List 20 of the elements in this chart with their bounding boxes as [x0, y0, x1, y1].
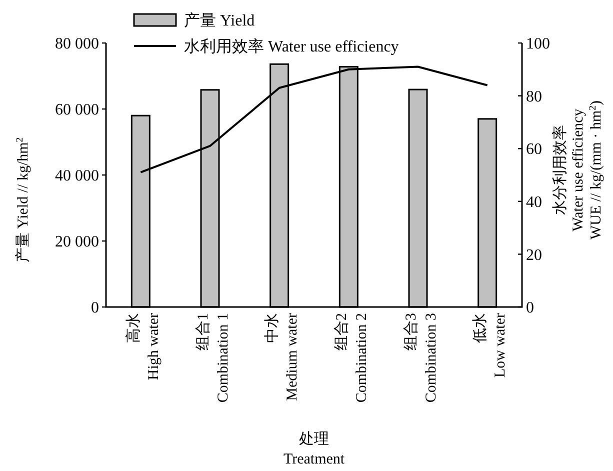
y2-tick-label: 60	[526, 141, 542, 158]
y-tick-label: 40 000	[55, 168, 99, 185]
y2-tick-label: 40	[526, 194, 542, 211]
x-tick-label: 高水 High water	[124, 312, 162, 380]
legend-label: 水利用效率 Water use efficiency	[184, 38, 399, 56]
x-tick-label: 组合2 Combination 2	[332, 313, 370, 403]
y2-tick-label: 20	[526, 246, 542, 264]
y2-tick-label: 0	[526, 300, 534, 317]
y2-tick-label: 100	[526, 36, 550, 53]
x-axis-title: 处理 Treatment	[283, 430, 346, 468]
legend-label: 产量 Yield	[184, 12, 255, 30]
x-tick-label: 组合1 Combination 1	[194, 313, 232, 403]
y-tick-label: 0	[91, 300, 99, 317]
y2-tick-label: 80	[526, 88, 542, 106]
y-tick-label: 80 000	[55, 36, 99, 53]
x-tick-label: 组合3 Combination 3	[402, 313, 440, 403]
x-tick-label: 中水 Medium water	[264, 312, 301, 401]
x-tick-label: 低水 Low water	[472, 313, 509, 378]
y-tick-label: 60 000	[55, 102, 99, 119]
y-tick-label: 20 000	[55, 234, 99, 251]
